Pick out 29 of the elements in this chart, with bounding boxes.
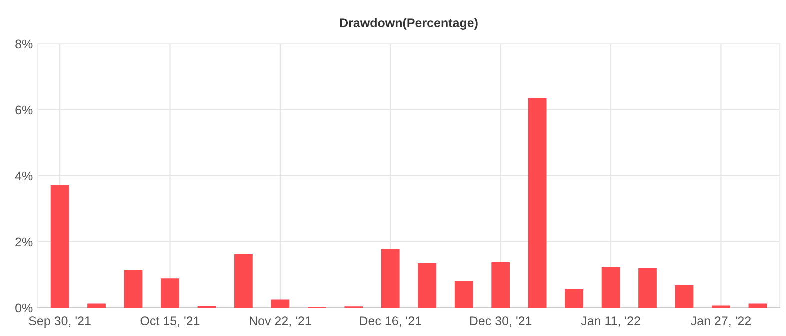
y-tick-label: 6% <box>16 106 33 115</box>
bar <box>418 263 437 308</box>
bar <box>675 286 694 308</box>
bar <box>381 249 400 308</box>
bar <box>124 270 143 308</box>
bar <box>271 300 290 308</box>
bar <box>454 281 474 308</box>
x-tick-label: Jan 27, '22 <box>691 316 751 327</box>
bar <box>234 254 253 308</box>
chart-title: Drawdown(Percentage) <box>340 18 478 30</box>
y-tick-label: 8% <box>16 40 33 49</box>
x-tick-label: Dec 30, '21 <box>470 316 532 327</box>
bar <box>638 268 657 308</box>
x-tick-label: Oct 15, '21 <box>140 316 200 327</box>
x-tick-label: Dec 16, '21 <box>360 316 422 327</box>
bar <box>602 267 620 308</box>
y-tick-label: 4% <box>15 172 33 181</box>
bar <box>528 98 547 308</box>
bar <box>88 304 106 308</box>
x-tick-label: Jan 11, '22 <box>581 316 640 327</box>
x-tick-label: Sep 30, '21 <box>29 316 91 328</box>
bar <box>492 262 510 308</box>
bar <box>748 304 768 308</box>
bar <box>565 290 584 308</box>
bar <box>50 185 70 308</box>
y-tick-label: 2% <box>16 238 33 247</box>
y-tick-label: 0% <box>16 304 33 313</box>
x-tick-label: Nov 22, '21 <box>250 316 312 327</box>
bar <box>161 278 180 308</box>
